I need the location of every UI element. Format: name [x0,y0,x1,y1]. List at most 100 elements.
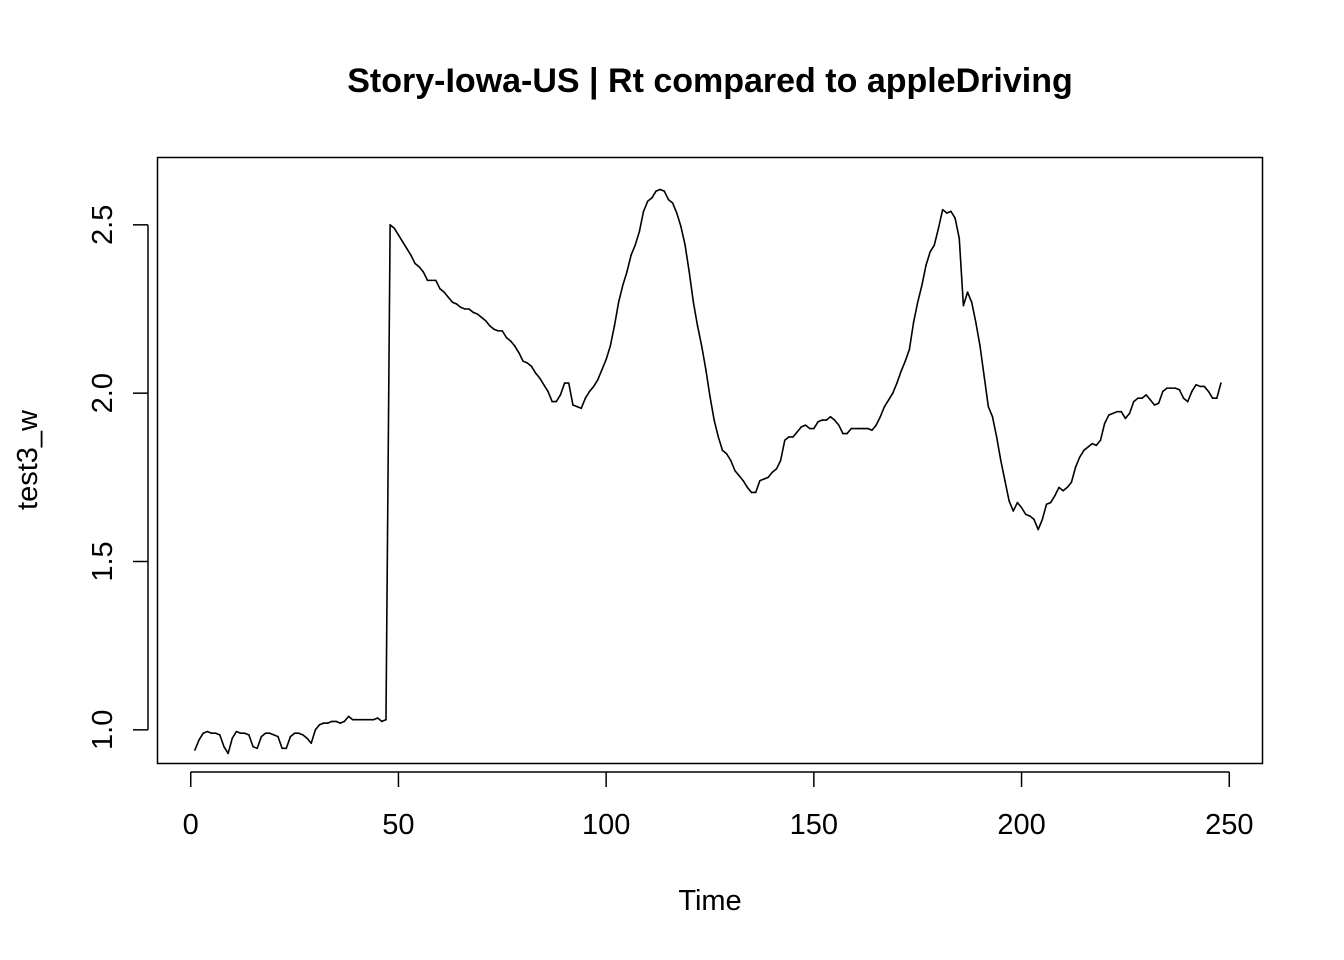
data-point [1120,410,1123,413]
data-point [987,405,990,408]
data-point [609,345,612,347]
data-point [792,436,794,438]
data-point [817,420,819,423]
data-point [476,313,479,315]
series-line-test3_w [194,188,1222,755]
data-point [1070,481,1073,484]
data-point [833,419,836,421]
data-point [464,308,466,310]
data-point [804,424,807,426]
data-point [1053,495,1056,497]
data-point [1182,397,1185,400]
data-point [1020,506,1023,509]
data-point [771,471,774,474]
data-point [567,382,570,384]
data-point [1220,382,1222,384]
data-point [1045,503,1048,506]
data-point [617,301,620,304]
data-point [1199,385,1201,388]
data-point [1049,501,1052,504]
data-point [1186,400,1189,403]
data-point [439,288,441,290]
data-point [322,722,325,724]
data-point [642,210,645,213]
data-point [480,316,483,319]
data-point [721,449,724,452]
data-point [1137,397,1139,400]
data-point [194,749,196,751]
data-point [513,345,516,347]
data-point [214,732,217,734]
data-point [293,732,296,734]
data-point [941,208,944,211]
x-tick-label: 150 [790,809,838,841]
data-point [547,390,549,393]
data-point [1174,387,1177,389]
data-point [904,360,907,362]
data-point [962,304,965,307]
data-point [1191,390,1193,393]
data-point [297,732,300,734]
data-point [605,358,607,361]
data-point [260,735,263,738]
data-point [1145,394,1147,396]
data-point [763,478,765,480]
data-point [759,479,761,482]
data-point [518,351,520,354]
data-point [871,429,873,432]
data-point [1103,422,1106,425]
data-point [950,210,952,213]
data-point [1074,466,1077,469]
data-point [887,399,890,401]
data-point [372,718,375,721]
data-point [908,348,911,351]
data-point [273,734,275,736]
data-point [975,321,977,324]
data-point [1012,510,1015,512]
data-point [576,405,578,408]
data-point [401,240,404,243]
data-point [389,224,391,226]
data-point [522,360,524,362]
data-point [381,720,383,723]
data-point [555,400,558,403]
data-point [779,459,782,462]
data-point [1211,397,1214,400]
data-point [410,254,412,256]
data-point [572,404,574,406]
data-point [356,718,358,721]
data-point [713,419,715,421]
data-point [447,296,450,299]
data-point [219,734,221,736]
data-point [543,383,545,386]
data-point [867,427,869,430]
data-point [900,370,902,373]
data-point [1128,412,1131,415]
data-point [825,419,828,421]
x-tick-label: 0 [183,809,199,841]
data-point [725,452,728,455]
y-axis-label: test3_w [12,409,44,510]
data-point [1116,410,1118,413]
data-point [231,737,234,740]
data-point [497,330,499,332]
data-point [862,427,865,430]
data-point [1024,513,1027,516]
data-point [347,715,350,718]
data-point [455,303,458,305]
data-point [206,730,209,733]
data-point [813,427,815,430]
data-point [339,722,342,724]
data-point [318,723,321,726]
data-point [422,271,425,273]
data-point [912,321,915,324]
data-point [1141,397,1143,400]
data-point [1170,387,1172,389]
data-point [264,732,267,734]
y-tick-label: 1.5 [87,541,119,581]
data-point [634,244,637,246]
y-tick-label: 2.0 [87,373,119,413]
data-point [846,432,848,435]
data-point [302,734,304,736]
